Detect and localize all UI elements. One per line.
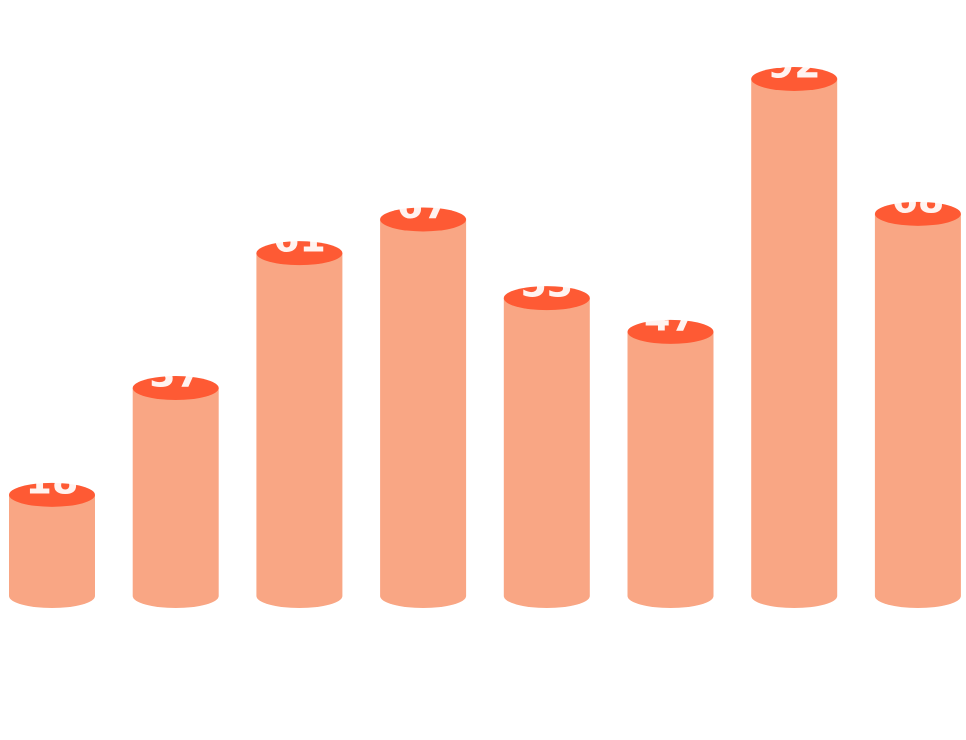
cylinder-top xyxy=(627,319,714,344)
cylinder-body xyxy=(256,253,343,608)
cylinder-body xyxy=(627,331,714,608)
cylinder-body xyxy=(380,219,467,608)
cylinder: 61 xyxy=(256,217,343,608)
cylinder-top xyxy=(751,66,838,91)
cylinder-top xyxy=(503,286,590,311)
cylinder: 47 xyxy=(627,295,714,608)
value-label: 68 xyxy=(891,177,944,221)
cylinder: 37 xyxy=(132,352,219,608)
cylinder-top xyxy=(380,207,467,232)
value-label: 61 xyxy=(273,217,326,261)
cylinder: 68 xyxy=(874,177,961,608)
cylinder-body xyxy=(751,78,838,608)
value-label: 92 xyxy=(768,42,821,86)
cylinder-body xyxy=(503,298,590,608)
cylinder-top xyxy=(874,201,961,226)
value-label: 53 xyxy=(520,262,573,306)
value-label: 18 xyxy=(26,458,79,502)
value-label: 47 xyxy=(644,295,697,339)
cylinder-body xyxy=(874,213,961,608)
cylinder-top xyxy=(132,376,219,401)
cylinder-top xyxy=(9,482,95,507)
cylinder: 67 xyxy=(380,183,467,608)
value-label: 37 xyxy=(149,352,202,396)
cylinder-top xyxy=(256,241,343,266)
value-label: 67 xyxy=(397,183,450,227)
cylinder: 53 xyxy=(503,262,590,608)
cylinder-body xyxy=(132,388,219,608)
cylinder-body xyxy=(9,494,95,608)
cylinder: 92 xyxy=(751,42,838,608)
cylinder: 18 xyxy=(9,458,95,608)
